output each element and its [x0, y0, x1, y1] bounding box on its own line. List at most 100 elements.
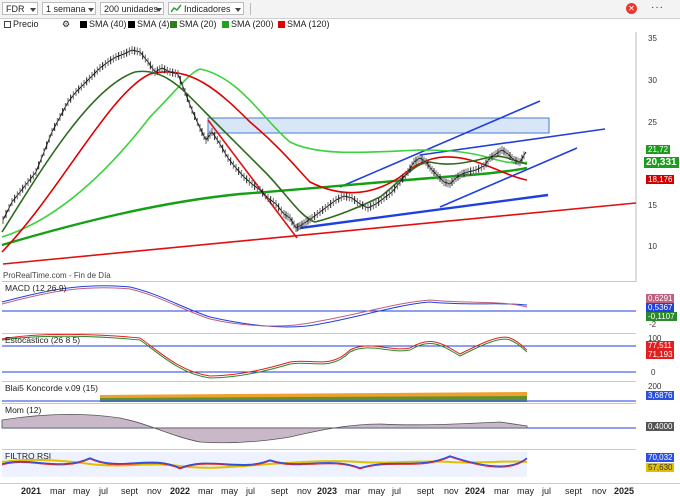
time-axis-label: 2021: [21, 486, 42, 496]
sma-red-line[interactable]: [1, 71, 528, 253]
value-tag: 0,5367: [646, 303, 675, 312]
price-tick: 35: [648, 34, 657, 43]
panel-title: Blai5 Koncorde v.09 (15): [5, 383, 98, 393]
legend-swatch: [170, 21, 177, 29]
legend-label: SMA (40): [89, 19, 127, 29]
time-axis-label: nov: [592, 486, 607, 496]
time-axis-label: may: [517, 486, 535, 496]
legend-swatch: [128, 21, 135, 29]
time-axis-label: sept: [121, 486, 139, 496]
trend-line-blue[interactable]: [439, 147, 578, 208]
trend-line-blue[interactable]: [299, 193, 549, 230]
rsi-pane: [1, 452, 528, 477]
value-tag: -0,1107: [646, 312, 677, 321]
time-axis-label: sept: [271, 486, 289, 496]
time-axis-label: nov: [444, 486, 459, 496]
symbol-label: FDR: [6, 4, 25, 14]
chevron-down-icon: [235, 8, 241, 12]
legend-item-sma20[interactable]: SMA (20): [170, 19, 217, 29]
time-axis-label: 2022: [170, 486, 191, 496]
trend-line-blue[interactable]: [339, 100, 541, 188]
price-series[interactable]: [2, 49, 527, 229]
chevron-down-icon: [88, 8, 94, 12]
source-label: ProRealTime.com - Fin de Día: [3, 271, 111, 280]
value-tag: 0,4000: [646, 422, 675, 431]
trend-line-red[interactable]: [2, 202, 637, 265]
chevron-down-icon: [30, 8, 36, 12]
axis-tick: 200: [648, 382, 662, 391]
axis-tick: -2: [649, 320, 657, 329]
macd-panel[interactable]: MACD (12 26 9) 2 -2 0,6291 0,5367 -0,110…: [2, 281, 677, 334]
stochastic-panel[interactable]: Estocástico (26 8 5) 100 0 77,511 71,193: [2, 333, 675, 380]
value-tag: 70,032: [646, 453, 675, 462]
indicators-button[interactable]: Indicadores: [168, 2, 244, 15]
value-tag: 77,511: [646, 341, 674, 350]
momentum-panel[interactable]: Mom (12) 0,4000: [2, 403, 675, 450]
time-axis-label: sept: [417, 486, 435, 496]
period-selector[interactable]: 1 semana: [42, 2, 96, 15]
time-axis-label: mar: [198, 486, 214, 496]
panel-title: Mom (12): [5, 405, 42, 415]
sma-value-tag: 18,176: [646, 175, 675, 184]
legend-price-label: Precio: [13, 19, 39, 29]
last-price-tag: 21,72: [646, 145, 671, 154]
indicators-label: Indicadores: [184, 4, 231, 14]
rsi-panel[interactable]: FILTRO RSI 70,032 57,630: [2, 449, 675, 482]
koncorde-panel[interactable]: Blai5 Koncorde v.09 (15) 200 3,6876: [2, 381, 675, 404]
legend-swatch: [80, 21, 87, 29]
close-icon: ✕: [628, 4, 635, 13]
time-axis-label: may: [73, 486, 91, 496]
legend-item-sma120[interactable]: SMA (120): [278, 19, 330, 29]
value-tag: 3,6876: [646, 391, 675, 400]
value-tag: 57,630: [646, 463, 675, 472]
more-options-button[interactable]: ···: [645, 2, 671, 15]
toolbar: FDR 1 semana 200 unidades Indicadores ✕ …: [0, 0, 680, 19]
legend-item-sma40[interactable]: SMA (40): [80, 19, 127, 29]
sma120-line[interactable]: [1, 68, 528, 238]
sma-value-tag: 20,331: [644, 157, 679, 168]
legend-swatch: [222, 21, 229, 29]
time-axis-label: jul: [246, 486, 256, 496]
koncorde-pane: [2, 392, 636, 402]
legend-item-sma200[interactable]: SMA (200): [222, 19, 274, 29]
time-axis-label: sept: [565, 486, 583, 496]
time-axis-label: mar: [345, 486, 361, 496]
close-chart-button[interactable]: ✕: [626, 3, 637, 14]
chevron-down-icon: [156, 8, 162, 12]
legend-label: SMA (200): [231, 19, 274, 29]
axis-tick: 0: [651, 368, 656, 377]
panel-title: Estocástico (26 8 5): [5, 335, 81, 345]
legend-swatch: [278, 21, 285, 29]
candle-icon: [4, 21, 11, 29]
stochastic-pane: [1, 333, 636, 379]
time-axis-label: jul: [99, 486, 109, 496]
chart-canvas[interactable]: [0, 32, 680, 487]
time-axis-label: nov: [147, 486, 162, 496]
legend-price[interactable]: Precio: [4, 19, 39, 29]
time-axis-label: nov: [297, 486, 312, 496]
legend-settings-icon[interactable]: ⚙: [62, 19, 71, 29]
panel-title: FILTRO RSI: [5, 451, 52, 461]
time-axis-label: jul: [392, 486, 402, 496]
price-pane: [1, 32, 637, 282]
time-axis-label: may: [221, 486, 239, 496]
time-axis-label: 2025: [614, 486, 635, 496]
sma200-line[interactable]: [1, 166, 528, 247]
legend-item-sma4[interactable]: SMA (4): [128, 19, 170, 29]
sma20-line[interactable]: [1, 70, 528, 233]
time-axis-label: 2024: [465, 486, 486, 496]
time-axis-label: mar: [494, 486, 510, 496]
symbol-selector[interactable]: FDR: [2, 2, 38, 15]
time-axis-label: 2023: [317, 486, 338, 496]
units-selector[interactable]: 200 unidades: [100, 2, 164, 15]
units-label: 200 unidades: [104, 4, 159, 14]
price-candles: [2, 46, 525, 232]
price-tick: 30: [648, 76, 657, 85]
resistance-zone[interactable]: [207, 117, 550, 134]
price-tick: 15: [648, 201, 657, 210]
legend-label: SMA (120): [287, 19, 330, 29]
time-axis-label: mar: [50, 486, 66, 496]
trend-line-red[interactable]: [207, 119, 298, 239]
time-axis-label: jul: [542, 486, 552, 496]
period-label: 1 semana: [46, 4, 86, 14]
